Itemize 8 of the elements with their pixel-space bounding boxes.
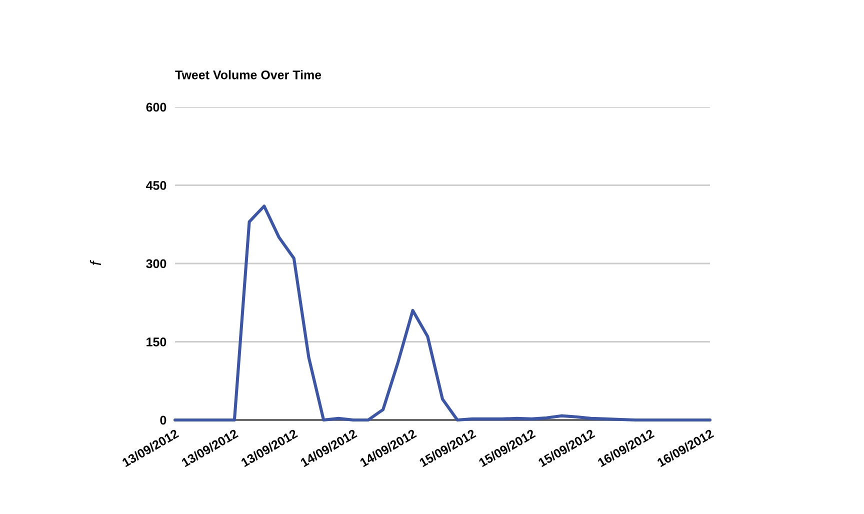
- line-series: [173, 204, 712, 422]
- y-tick-label: 600: [146, 102, 166, 112]
- y-axis-title: f: [90, 260, 101, 266]
- y-tick-label: 0: [160, 416, 166, 425]
- y-tick-label: 150: [146, 338, 166, 346]
- y-tick-label: 300: [146, 259, 166, 268]
- chart-title: Tweet Volume Over Time: [175, 70, 322, 80]
- y-tick-label: 450: [146, 181, 166, 190]
